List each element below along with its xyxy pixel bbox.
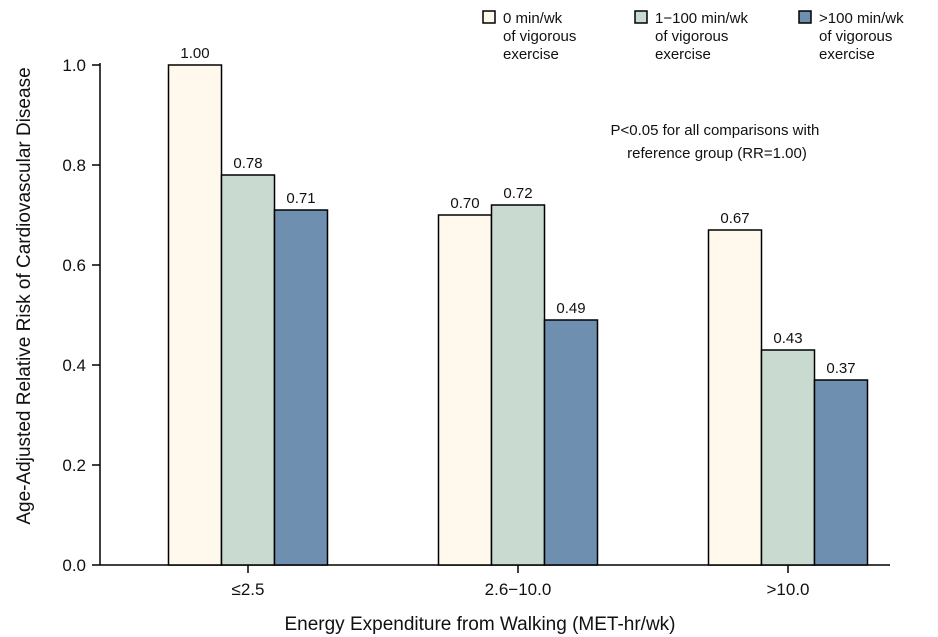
legend-entry-text: 0 min/wk (503, 10, 563, 27)
legend-entry-text: of vigorous (655, 28, 728, 45)
y-tick-label: 0.8 (62, 156, 86, 175)
y-tick-label: 0.4 (62, 356, 86, 375)
bars (167, 64, 869, 566)
legend-entry-text: of vigorous (503, 28, 576, 45)
x-tick-label: >10.0 (766, 580, 809, 599)
legend-entry-text: 1−100 min/wk (655, 10, 748, 27)
bar (273, 209, 329, 566)
significance-note-line-1: P<0.05 for all comparisons with (610, 122, 819, 139)
bar (437, 214, 493, 566)
y-tick-label: 0.0 (62, 556, 86, 575)
bar-value-label: 0.71 (286, 190, 315, 207)
bar-value-label: 1.00 (180, 45, 209, 62)
legend-swatch (634, 10, 648, 24)
x-tick-label: 2.6−10.0 (485, 580, 552, 599)
x-axis: ≤2.5 2.6−10.0 >10.0 (100, 564, 890, 599)
bar-value-label: 0.49 (556, 300, 585, 317)
legend-entry-text: >100 min/wk (819, 10, 904, 27)
bar-value-label: 0.70 (450, 195, 479, 212)
bar-value-label: 0.67 (720, 210, 749, 227)
bar-value-label: 0.78 (233, 155, 262, 172)
bar (220, 174, 276, 566)
legend-swatch (798, 10, 812, 24)
legend-entry-text: of vigorous (819, 28, 892, 45)
bar (543, 319, 599, 566)
bar (760, 349, 816, 566)
legend-entry-text: exercise (503, 46, 559, 63)
y-axis-title: Age-Adjusted Relative Risk of Cardiovasc… (14, 67, 35, 524)
legend-swatch (482, 10, 496, 24)
x-tick-label: ≤2.5 (232, 580, 265, 599)
x-axis-title: Energy Expenditure from Walking (MET-hr/… (284, 614, 675, 635)
bar (707, 229, 763, 566)
legend-entry-text: exercise (655, 46, 711, 63)
y-tick-label: 0.6 (62, 256, 86, 275)
bar (490, 204, 546, 566)
bar-value-label: 0.43 (773, 330, 802, 347)
significance-note: P<0.05 for all comparisons with referenc… (610, 122, 823, 162)
legend-entry-text: exercise (819, 46, 875, 63)
bar-value-label: 0.37 (826, 360, 855, 377)
bar-value-label: 0.72 (503, 185, 532, 202)
y-tick-label: 1.0 (62, 56, 86, 75)
significance-note-line-2: reference group (RR=1.00) (627, 145, 807, 162)
y-tick-label: 0.2 (62, 456, 86, 475)
value-labels: 1.00 0.78 0.71 0.70 0.72 0.49 0.67 0.43 0.37 (180, 45, 855, 377)
y-axis: 0.0 0.2 0.4 0.6 0.8 1.0 (62, 56, 101, 575)
bar (167, 64, 223, 566)
bar (813, 379, 869, 566)
